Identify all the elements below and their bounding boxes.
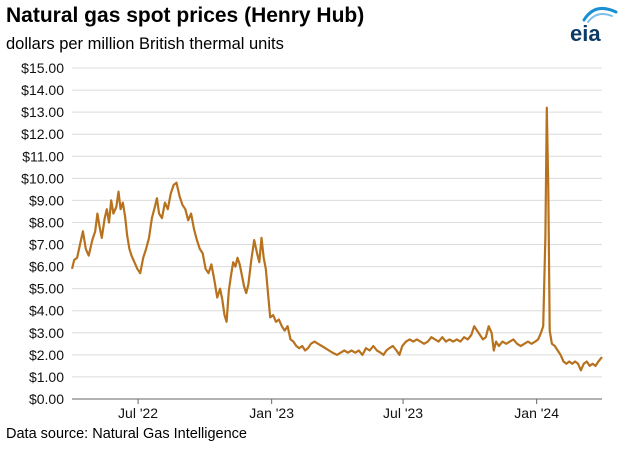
data-source-note: Data source: Natural Gas Intelligence — [6, 426, 247, 442]
y-tick-label: $13.00 — [21, 104, 64, 120]
y-tick-label: $10.00 — [21, 170, 64, 186]
x-tick-label: Jan '23 — [249, 405, 294, 421]
y-tick-label: $7.00 — [29, 237, 64, 253]
y-tick-label: $3.00 — [29, 325, 64, 341]
x-tick-label: Jul '23 — [383, 405, 423, 421]
logo-text: eia — [570, 21, 601, 46]
y-tick-label: $0.00 — [29, 391, 64, 407]
x-axis-ticks: Jul '22 Jan '23 Jul '23 Jan '24 — [118, 399, 559, 421]
y-axis-ticks: $0.00 $1.00 $2.00 $3.00 $4.00 $5.00 $6.00 $7.00… — [21, 60, 64, 407]
x-tick-label: Jan '24 — [514, 405, 559, 421]
y-tick-label: $2.00 — [29, 347, 64, 363]
eia-logo: eia — [570, 6, 618, 46]
y-tick-label: $5.00 — [29, 281, 64, 297]
y-tick-label: $1.00 — [29, 369, 64, 385]
y-tick-label: $14.00 — [21, 82, 64, 98]
logo-arc-icon — [582, 6, 618, 22]
y-tick-label: $15.00 — [21, 60, 64, 76]
gridlines — [72, 67, 602, 378]
page-title: Natural gas spot prices (Henry Hub) — [6, 4, 365, 27]
y-tick-label: $8.00 — [29, 214, 64, 230]
price-series-line — [70, 106, 603, 372]
y-tick-label: $9.00 — [29, 192, 64, 208]
y-tick-label: $12.00 — [21, 126, 64, 142]
x-tick-label: Jul '22 — [118, 405, 158, 421]
y-tick-label: $11.00 — [22, 148, 64, 164]
y-tick-label: $4.00 — [29, 303, 64, 319]
page-subtitle: dollars per million British thermal unit… — [6, 35, 284, 53]
y-tick-label: $6.00 — [29, 259, 64, 275]
